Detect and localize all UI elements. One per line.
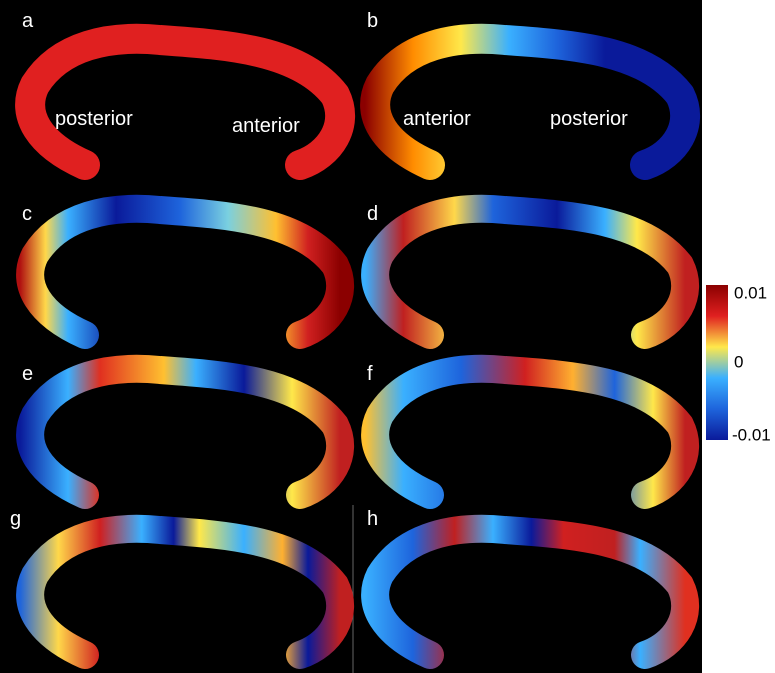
panel-label: d bbox=[367, 203, 378, 225]
annotation: posterior bbox=[55, 108, 133, 130]
annotation: posterior bbox=[550, 108, 628, 130]
colorbar-label: 0 bbox=[734, 352, 743, 371]
figure: a posterior anterior b anterior posterio… bbox=[0, 0, 775, 673]
panel-label: h bbox=[367, 508, 378, 530]
colorbar-label: -0.01 bbox=[732, 425, 771, 444]
panel-label: b bbox=[367, 10, 378, 32]
panel-label: c bbox=[22, 203, 32, 225]
colorbar bbox=[706, 285, 728, 440]
panel-label: g bbox=[10, 508, 21, 530]
panel-label: f bbox=[367, 363, 373, 385]
panel-label: a bbox=[22, 10, 34, 32]
annotation: anterior bbox=[403, 108, 471, 130]
panel-label: e bbox=[22, 363, 33, 385]
colorbar-label: 0.01 bbox=[734, 283, 767, 302]
annotation: anterior bbox=[232, 115, 300, 137]
